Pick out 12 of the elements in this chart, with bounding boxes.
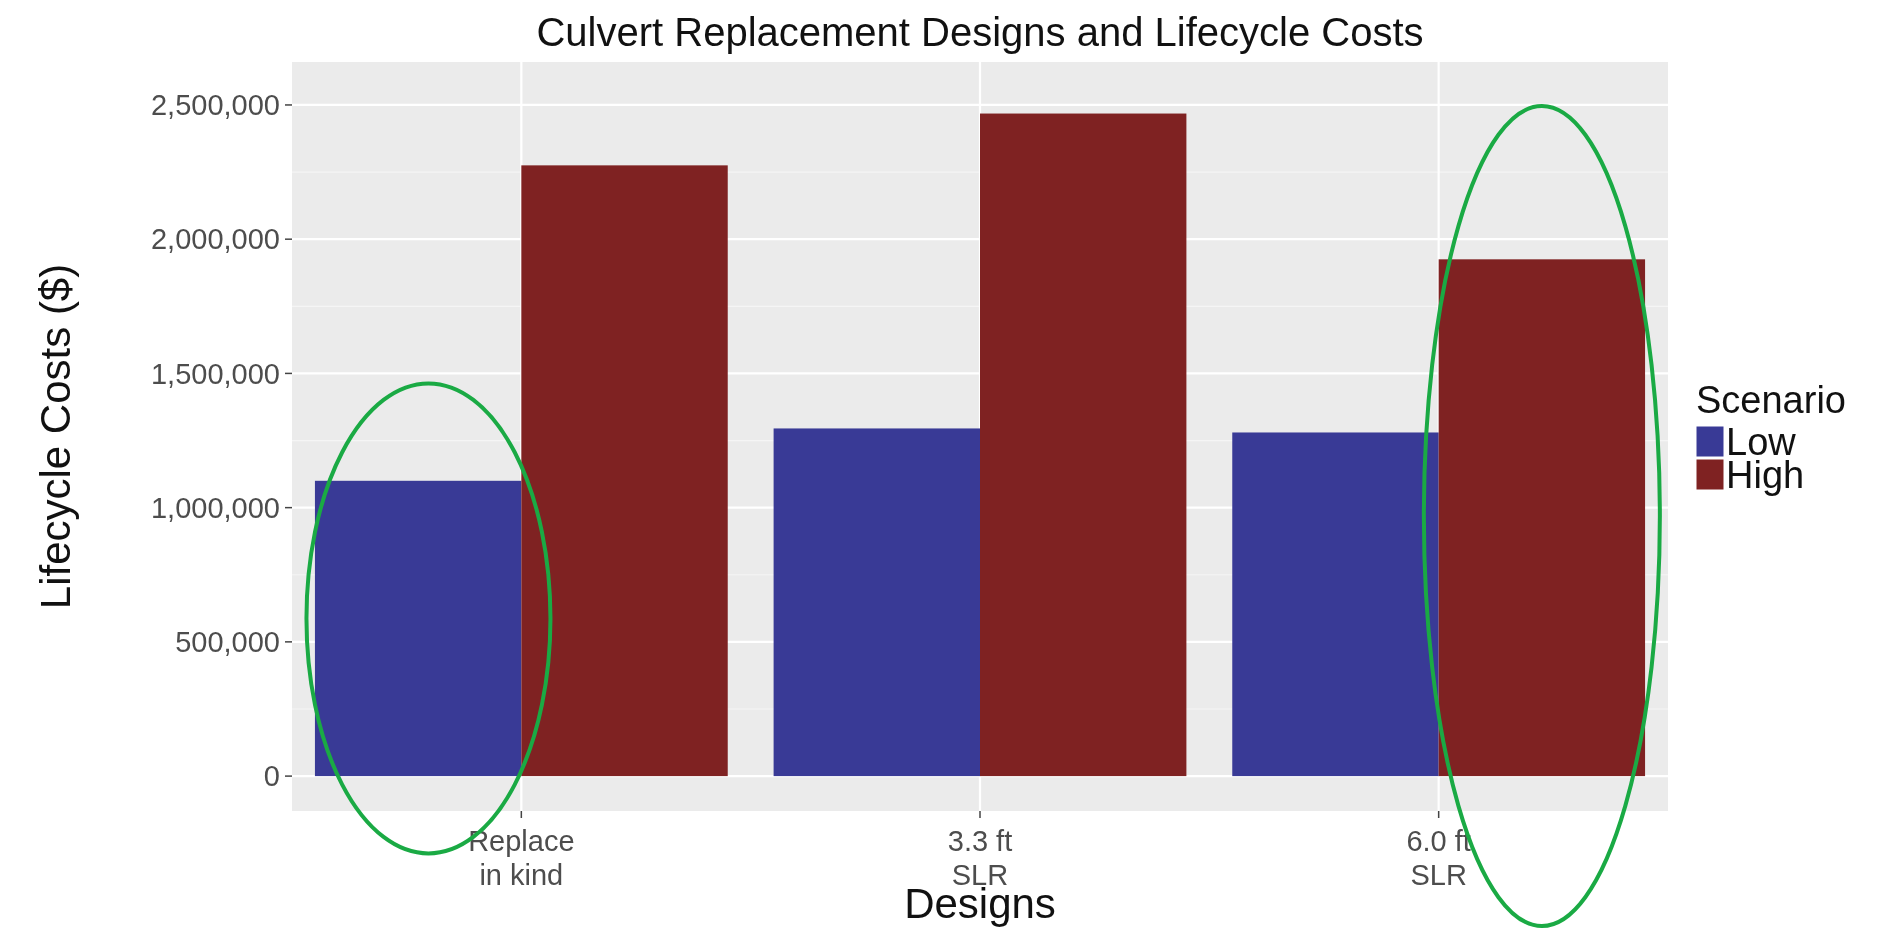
y-tick-label: 2,000,000	[150, 223, 280, 256]
y-tick-label: 2,500,000	[150, 89, 280, 122]
bar	[773, 428, 980, 777]
x-tick-label: Replace in kind	[468, 825, 575, 891]
y-axis-title: Lifecycle Costs ($)	[32, 263, 79, 610]
legend-title: Scenario	[1696, 379, 1846, 421]
chart-title: Culvert Replacement Designs and Lifecycle Costs	[536, 10, 1424, 54]
y-tick-label: 0	[263, 760, 280, 793]
bar	[980, 113, 1187, 777]
y-tick-label: 500,000	[175, 626, 280, 659]
y-tick-label: 1,500,000	[150, 357, 280, 390]
y-tick-label: 1,000,000	[150, 491, 280, 524]
